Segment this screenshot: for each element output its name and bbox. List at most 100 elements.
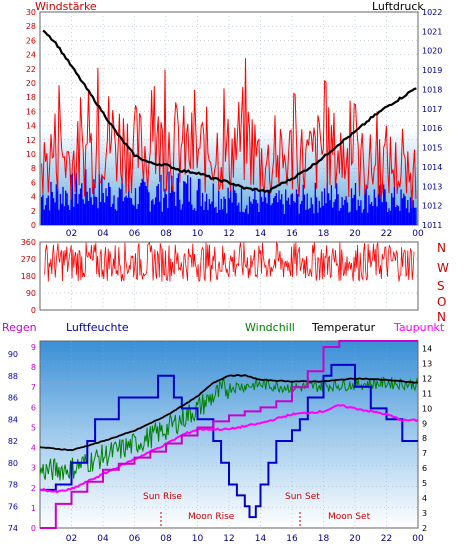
- x-tick-label: 12: [223, 229, 234, 239]
- moon-rise-label: Moon Rise: [188, 512, 235, 522]
- x-tick-label: 08: [160, 229, 172, 239]
- rain-tick-label: 5: [31, 423, 36, 432]
- compass-s: S: [437, 279, 445, 293]
- rain-legend: Regen: [2, 321, 37, 334]
- temperature-tick-label: 3: [422, 509, 427, 518]
- x-tick-label: 02: [66, 229, 77, 239]
- wind-speed-legend: Windstärke: [35, 0, 97, 13]
- direction-tick-label: 0: [31, 306, 36, 315]
- x-tick-label: 18: [318, 229, 330, 239]
- x-tick-label: 18: [318, 534, 330, 544]
- temperature-tick-label: 11: [422, 389, 432, 398]
- wind-gust-bars: [40, 169, 417, 225]
- pressure-tick-label: 1011: [422, 221, 442, 230]
- x-tick-label: 16: [286, 534, 298, 544]
- direction-tick-label: 270: [21, 255, 36, 264]
- x-tick-label: 02: [66, 534, 77, 544]
- wind-direction-series: [44, 241, 415, 282]
- moon-set-label: Moon Set: [328, 512, 371, 522]
- wind-speed-tick-label: 18: [26, 93, 36, 102]
- humidity-line: [40, 363, 418, 519]
- rain-tick-label: 8: [31, 363, 36, 372]
- compass-n: N: [437, 241, 446, 255]
- rain-tick-label: 4: [31, 444, 36, 453]
- pressure-legend: Luftdruck: [372, 0, 424, 13]
- compass-n2: N: [437, 310, 446, 324]
- wind-speed-tick-label: 22: [26, 65, 36, 74]
- humidity-tick-label: 74: [8, 524, 18, 533]
- x-tick-label: 16: [286, 229, 298, 239]
- rain-tick-label: 9: [31, 343, 36, 352]
- humidity-tick-label: 86: [8, 394, 18, 403]
- x-tick-label: 20: [349, 534, 361, 544]
- temperature-line: [39, 374, 419, 452]
- wind-speed-tick-label: 12: [26, 136, 36, 145]
- wind-direction-line: [44, 241, 415, 282]
- pressure-tick-label: 1022: [422, 8, 442, 17]
- wind-speed-tick-label: 30: [26, 8, 36, 17]
- pressure-tick-label: 1015: [422, 144, 442, 153]
- pressure-tick-label: 1018: [422, 85, 442, 94]
- x-tick-label: 06: [129, 534, 141, 544]
- humidity-tick-label: 76: [8, 502, 18, 511]
- x-tick-label: 22: [381, 534, 392, 544]
- rain-tick-label: 7: [31, 383, 36, 392]
- x-tick-label: 10: [192, 534, 204, 544]
- temperature-tick-label: 2: [422, 524, 427, 533]
- rain-tick-label: 2: [31, 484, 36, 493]
- humidity-tick-label: 78: [8, 481, 18, 490]
- wind-speed-tick-label: 6: [31, 178, 36, 187]
- x-tick-label: 04: [97, 229, 109, 239]
- humidity-tick-label: 88: [8, 372, 18, 381]
- temperature-legend: Temperatur: [311, 321, 376, 334]
- pressure-tick-label: 1021: [422, 27, 442, 36]
- compass-o: O: [437, 295, 446, 309]
- humidity-tick-label: 84: [8, 415, 18, 424]
- temperature-tick-label: 5: [422, 479, 427, 488]
- direction-tick-label: 90: [26, 289, 36, 298]
- wind-speed-tick-label: 8: [31, 164, 36, 173]
- humidity-tick-label: 90: [8, 350, 18, 359]
- top-panel-series: [40, 29, 417, 225]
- rain-tick-label: 3: [31, 464, 36, 473]
- windchill-legend: Windchill: [245, 321, 295, 334]
- x-tick-label: 22: [381, 229, 392, 239]
- x-tick-label: 20: [349, 229, 361, 239]
- bottom-panel-series: [39, 340, 419, 529]
- x-tick-label: 00: [412, 229, 424, 239]
- x-tick-label: 06: [129, 229, 141, 239]
- direction-tick-label: 180: [21, 272, 36, 281]
- rain-tick-label: 6: [31, 403, 36, 412]
- temperature-tick-label: 8: [422, 434, 427, 443]
- x-tick-label: 04: [97, 534, 109, 544]
- x-tick-label: 12: [223, 534, 234, 544]
- sun-set-label: Sun Set: [285, 492, 320, 502]
- x-tick-label: 14: [255, 229, 267, 239]
- temperature-tick-label: 10: [422, 404, 432, 413]
- wind-speed-tick-label: 4: [31, 193, 36, 202]
- pressure-tick-label: 1020: [422, 47, 442, 56]
- direction-tick-label: 360: [21, 238, 36, 247]
- compass-w: W: [437, 261, 449, 275]
- wind-speed-tick-label: 26: [26, 36, 36, 45]
- wind-speed-tick-label: 10: [26, 150, 36, 159]
- pressure-tick-label: 1019: [422, 66, 442, 75]
- rain-line: [40, 340, 418, 529]
- pressure-tick-label: 1013: [422, 182, 442, 191]
- temperature-tick-label: 6: [422, 464, 427, 473]
- temperature-tick-label: 13: [422, 359, 432, 368]
- pressure-tick-label: 1016: [422, 124, 442, 133]
- rain-tick-label: 0: [31, 524, 36, 533]
- wind-speed-tick-label: 28: [26, 22, 36, 31]
- temperature-tick-label: 12: [422, 374, 432, 383]
- wind-speed-tick-label: 16: [26, 107, 36, 116]
- rain-tick-label: 1: [31, 504, 36, 513]
- pressure-tick-label: 1017: [422, 105, 442, 114]
- x-tick-label: 10: [192, 229, 204, 239]
- sun-rise-label: Sun Rise: [143, 492, 182, 502]
- temperature-tick-label: 14: [422, 344, 432, 353]
- wind-speed-tick-label: 0: [31, 221, 36, 230]
